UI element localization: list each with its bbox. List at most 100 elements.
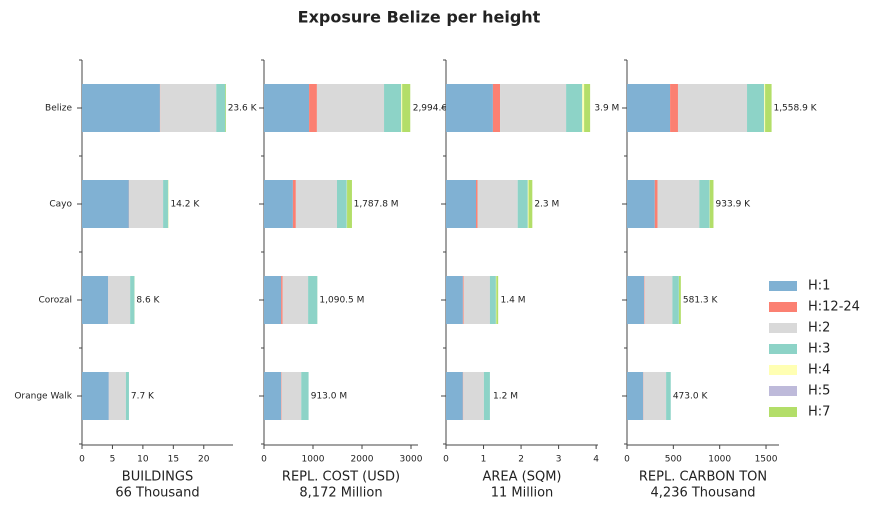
- bar-segment: [566, 84, 583, 132]
- bar-segment: [264, 372, 282, 420]
- bar-segment: [82, 84, 160, 132]
- y-tick-label: Cayo: [49, 200, 72, 210]
- x-tick-label: 1000: [708, 455, 731, 465]
- bar-segment: [446, 372, 463, 420]
- x-tick-label: 10: [137, 455, 149, 465]
- bar-segment: [627, 84, 671, 132]
- x-tick-label: 2000: [351, 455, 374, 465]
- y-tick-label: Corozal: [38, 296, 72, 306]
- legend-swatch: [769, 323, 797, 333]
- legend-label: H:7: [808, 405, 830, 420]
- bar-segment: [401, 84, 403, 132]
- bar-segment: [295, 180, 338, 228]
- bar-segment: [129, 180, 164, 228]
- legend-label: H:12-24: [808, 300, 860, 315]
- bar-segment: [476, 180, 478, 228]
- x-tick-label: 3: [556, 455, 562, 465]
- bar-segment: [765, 84, 772, 132]
- total-label: 933.9 K: [716, 200, 752, 210]
- bar-segment: [125, 372, 129, 420]
- bar-segment: [654, 180, 658, 228]
- total-label: 1.4 M: [501, 296, 526, 306]
- bar-segment: [492, 84, 501, 132]
- bar-segment: [264, 84, 310, 132]
- x-tick-label: 5: [110, 455, 116, 465]
- total-label: 2.3 M: [534, 200, 559, 210]
- bar-segment: [657, 180, 700, 228]
- bar-segment: [496, 276, 499, 324]
- total-label: 7.7 K: [131, 392, 155, 402]
- bar-segment: [130, 276, 135, 324]
- legend-label: H:2: [808, 321, 830, 336]
- legend-label: H:5: [808, 384, 830, 399]
- bar-segment: [337, 180, 347, 228]
- bar-segment: [489, 276, 496, 324]
- x-tick-label: 0: [261, 455, 267, 465]
- bar-segment: [500, 84, 567, 132]
- bar-segment: [316, 84, 385, 132]
- bar-segment: [670, 84, 678, 132]
- total-label: 1,090.5 M: [319, 296, 364, 306]
- bar-segment: [477, 180, 518, 228]
- total-label: 14.2 K: [170, 200, 200, 210]
- bar-segment: [643, 372, 667, 420]
- x-axis-sublabel: 11 Million: [491, 486, 554, 501]
- bar-segment: [82, 276, 109, 324]
- bar-segment: [462, 276, 464, 324]
- bar-segment: [764, 84, 766, 132]
- legend-swatch: [769, 281, 797, 291]
- total-label: 23.6 K: [228, 104, 258, 114]
- total-label: 1,558.9 K: [773, 104, 817, 114]
- legend-swatch: [769, 302, 797, 312]
- bar-segment: [108, 372, 126, 420]
- y-tick-label: Orange Walk: [14, 392, 72, 402]
- bar-segment: [666, 372, 671, 420]
- bar-segment: [281, 276, 283, 324]
- bar-segment: [483, 372, 490, 420]
- x-tick-label: 0: [79, 455, 85, 465]
- total-label: 473.0 K: [673, 392, 709, 402]
- bar-segment: [528, 180, 533, 228]
- bar-segment: [225, 84, 226, 132]
- total-label: 1,787.8 M: [354, 200, 399, 210]
- legend-label: H:1: [808, 279, 830, 294]
- x-tick-label: 3000: [400, 455, 423, 465]
- bar-segment: [699, 180, 710, 228]
- total-label: 2,994.6: [413, 104, 448, 114]
- x-axis-sublabel: 66 Thousand: [115, 486, 199, 501]
- legend-swatch: [769, 365, 797, 375]
- bar-segment: [582, 84, 585, 132]
- legend-label: H:3: [808, 342, 830, 357]
- x-tick-label: 1: [481, 455, 487, 465]
- bar-segment: [160, 84, 217, 132]
- x-tick-label: 2: [518, 455, 524, 465]
- bar-segment: [82, 180, 129, 228]
- bar-segment: [627, 180, 655, 228]
- bar-segment: [627, 276, 645, 324]
- legend-label: H:4: [808, 363, 830, 378]
- x-axis-sublabel: 4,236 Thousand: [651, 486, 756, 501]
- bar-segment: [282, 276, 309, 324]
- bar-segment: [347, 180, 352, 228]
- bar-segment: [281, 372, 302, 420]
- bar-segment: [446, 84, 493, 132]
- bar-segment: [677, 84, 748, 132]
- x-axis-sublabel: 8,172 Million: [299, 486, 382, 501]
- x-axis-label: BUILDINGS: [122, 470, 193, 485]
- total-label: 913.0 M: [311, 392, 347, 402]
- bar-segment: [216, 84, 226, 132]
- x-tick-label: 1000: [302, 455, 325, 465]
- x-axis-label: AREA (SQM): [482, 470, 561, 485]
- x-tick-label: 1500: [755, 455, 778, 465]
- bar-segment: [108, 276, 131, 324]
- x-tick-label: 15: [168, 455, 179, 465]
- total-label: 1.2 M: [493, 392, 518, 402]
- total-label: 3.9 M: [594, 104, 619, 114]
- x-axis-label: REPL. CARBON TON: [639, 470, 767, 485]
- x-tick-label: 20: [198, 455, 210, 465]
- bar-segment: [463, 372, 484, 420]
- bar-segment: [402, 84, 411, 132]
- y-tick-label: Belize: [45, 104, 72, 114]
- bar-segment: [301, 372, 309, 420]
